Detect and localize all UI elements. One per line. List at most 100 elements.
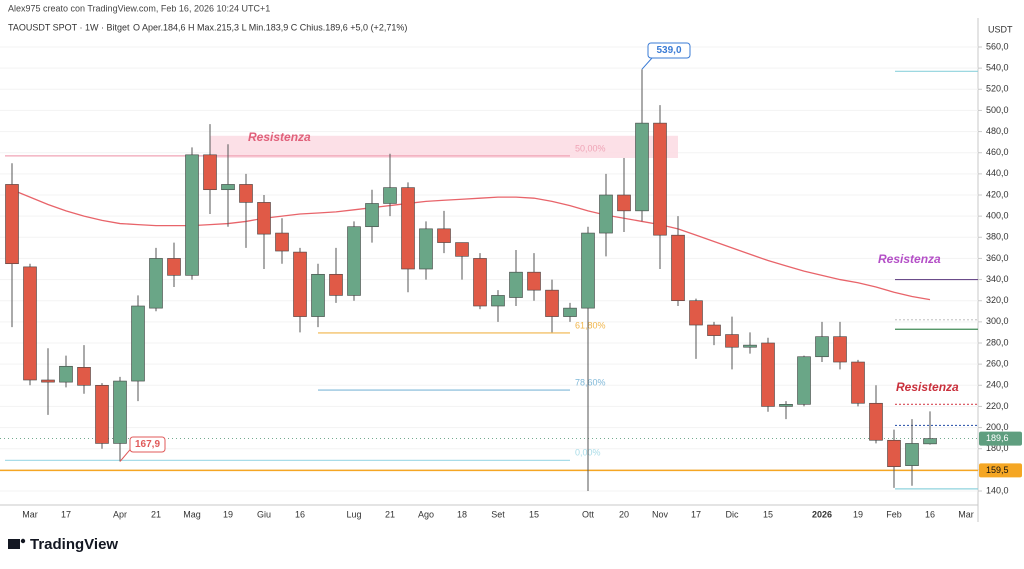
x-tick-label: 16 xyxy=(295,509,305,519)
candle-body xyxy=(293,251,307,317)
price-tag-label: 189,6 xyxy=(986,433,1009,443)
candle-body xyxy=(923,438,937,445)
candle-body xyxy=(671,234,685,302)
candle-body xyxy=(725,334,739,348)
level-label: 50,00% xyxy=(575,143,606,153)
y-tick-label: 280,0 xyxy=(986,337,1009,347)
candle-body xyxy=(185,154,199,276)
x-tick-label: Feb xyxy=(886,509,902,519)
logo-mark xyxy=(8,539,20,549)
y-tick-label: 540,0 xyxy=(986,63,1009,73)
candle-body xyxy=(833,336,847,363)
level-label: 61,80% xyxy=(575,320,606,330)
candle-body xyxy=(221,184,235,191)
candle-body xyxy=(23,266,37,381)
x-tick-label: 17 xyxy=(691,509,701,519)
y-tick-label: 140,0 xyxy=(986,485,1009,495)
y-tick-label: 500,0 xyxy=(986,105,1009,115)
y-tick-label: 340,0 xyxy=(986,274,1009,284)
candle-body xyxy=(581,232,595,309)
candle-body xyxy=(743,344,757,348)
moving-average xyxy=(11,189,931,301)
candle-body xyxy=(851,361,865,404)
candle-body xyxy=(635,122,649,212)
x-tick-label: Ott xyxy=(582,509,595,519)
candle-body xyxy=(167,258,181,276)
candle-body xyxy=(329,273,343,296)
x-tick-label: 19 xyxy=(853,509,863,519)
y-tick-label: 200,0 xyxy=(986,422,1009,432)
x-tick-label: 17 xyxy=(61,509,71,519)
x-tick-label: 15 xyxy=(763,509,773,519)
logo-mark xyxy=(20,538,26,544)
candle-body xyxy=(311,273,325,317)
x-tick-label: Ago xyxy=(418,509,434,519)
y-tick-label: 420,0 xyxy=(986,189,1009,199)
candle-body xyxy=(599,194,613,234)
candle-body xyxy=(203,154,217,191)
candle-body xyxy=(419,228,433,270)
y-tick-label: 180,0 xyxy=(986,443,1009,453)
callout-box xyxy=(129,436,166,453)
x-tick-label: Lug xyxy=(346,509,361,519)
candle-body xyxy=(383,187,397,204)
candle-body xyxy=(563,307,577,317)
x-tick-label: 20 xyxy=(619,509,629,519)
candle-body xyxy=(257,202,271,235)
x-tick-label: 21 xyxy=(385,509,395,519)
candle-body xyxy=(707,324,721,336)
x-tick-label: 15 xyxy=(529,509,539,519)
y-axis-label: USDT xyxy=(988,24,1013,34)
x-tick-label: 2026 xyxy=(812,509,832,519)
candle-body xyxy=(905,443,919,466)
candle-body xyxy=(59,365,73,383)
candle-body xyxy=(131,305,145,382)
y-tick-label: 300,0 xyxy=(986,316,1009,326)
symbol-line: TAOUSDT SPOT · 1W · Bitget xyxy=(8,22,130,32)
candle-body xyxy=(113,380,127,444)
candle-body xyxy=(887,439,901,467)
candle-body xyxy=(617,194,631,212)
candle-body xyxy=(347,226,361,296)
candle-body xyxy=(401,187,415,270)
y-tick-label: 440,0 xyxy=(986,168,1009,178)
candle-body xyxy=(95,384,109,444)
price-tag-label: 159,5 xyxy=(986,465,1009,475)
candle-body xyxy=(545,289,559,317)
callout-pointer xyxy=(641,57,653,70)
author-line: Alex975 creato con TradingView.com, Feb … xyxy=(8,3,270,13)
x-tick-label: Mag xyxy=(183,509,201,519)
x-tick-label: Set xyxy=(491,509,505,519)
candle-body xyxy=(275,232,289,252)
x-tick-label: Nov xyxy=(652,509,669,519)
price-tag xyxy=(979,463,1022,478)
candle-body xyxy=(5,184,19,265)
level-label: 78,60% xyxy=(575,377,606,387)
x-tick-label: 19 xyxy=(223,509,233,519)
x-tick-label: 16 xyxy=(925,509,935,519)
candle-body xyxy=(761,342,775,407)
y-tick-label: 560,0 xyxy=(986,41,1009,51)
candle-body xyxy=(41,379,55,383)
x-tick-label: 18 xyxy=(457,509,467,519)
candle-body xyxy=(239,184,253,203)
candle-body xyxy=(455,242,469,257)
candle-body xyxy=(869,402,883,441)
candle-body xyxy=(779,404,793,407)
resistance-zone xyxy=(210,135,678,158)
ohlc-line: O Aper.184,6 H Max.215,3 L Min.183,9 C C… xyxy=(133,22,407,32)
candle-body xyxy=(437,228,451,243)
y-tick-label: 240,0 xyxy=(986,380,1009,390)
y-tick-label: 520,0 xyxy=(986,84,1009,94)
x-tick-label: Dic xyxy=(726,509,739,519)
callout-label: 167,9 xyxy=(135,439,160,450)
logo-text: TradingView xyxy=(30,536,118,553)
annotation: Resistenza xyxy=(896,380,959,394)
candle-body xyxy=(491,295,505,307)
annotation: Resistenza xyxy=(248,130,311,144)
annotation: Resistenza xyxy=(878,252,941,266)
candle-body xyxy=(473,258,487,307)
candle-body xyxy=(77,367,91,386)
y-tick-label: 400,0 xyxy=(986,211,1009,221)
candle-body xyxy=(527,271,541,291)
